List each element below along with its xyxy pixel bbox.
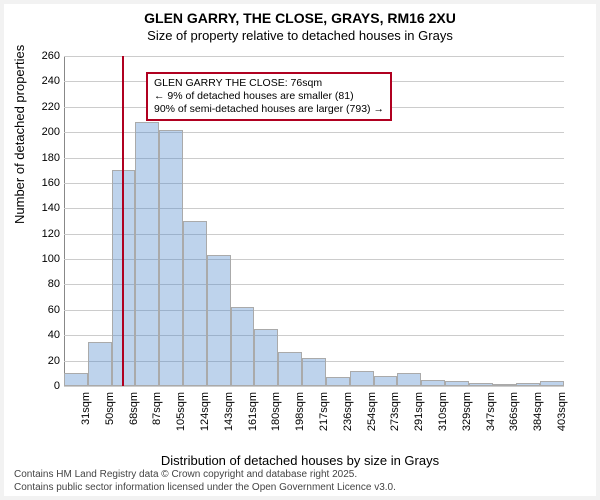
x-tick-label: 236sqm: [342, 392, 354, 452]
histogram-bar: [183, 221, 207, 386]
x-tick-label: 143sqm: [223, 392, 235, 452]
histogram-bar: [350, 371, 374, 386]
histogram-bar: [231, 307, 255, 386]
x-tick-label: 403sqm: [556, 392, 568, 452]
x-tick-label: 198sqm: [294, 392, 306, 452]
y-axis: [64, 56, 65, 386]
x-tick-label: 161sqm: [247, 392, 259, 452]
y-tick-label: 20: [30, 355, 60, 367]
x-tick-label: 105sqm: [175, 392, 187, 452]
histogram-bar: [445, 381, 469, 386]
x-tick-label: 310sqm: [437, 392, 449, 452]
y-tick-label: 120: [30, 228, 60, 240]
x-tick-label: 273sqm: [389, 392, 401, 452]
y-tick-label: 60: [30, 304, 60, 316]
y-tick-label: 40: [30, 329, 60, 341]
x-tick-label: 124sqm: [199, 392, 211, 452]
histogram-bar: [88, 342, 112, 386]
y-tick-label: 160: [30, 177, 60, 189]
histogram-bar: [493, 384, 517, 386]
footer-line-2: Contains public sector information licen…: [14, 482, 396, 495]
annotation-line: GLEN GARRY THE CLOSE: 76sqm: [154, 77, 384, 90]
footer-line-1: Contains HM Land Registry data © Crown c…: [14, 469, 396, 482]
histogram-bar: [540, 381, 564, 386]
histogram-bar: [397, 373, 421, 386]
plot-area: 02040608010012014016018020022024026031sq…: [64, 56, 564, 386]
histogram-bar: [302, 358, 326, 386]
x-tick-label: 217sqm: [318, 392, 330, 452]
y-axis-label: Number of detached properties: [12, 45, 27, 224]
annotation-line: ← 9% of detached houses are smaller (81): [154, 90, 384, 103]
histogram-bar: [374, 376, 398, 386]
histogram-bar: [421, 380, 445, 386]
chart-container: GLEN GARRY, THE CLOSE, GRAYS, RM16 2XU S…: [0, 0, 600, 500]
y-tick-label: 260: [30, 50, 60, 62]
chart-title: GLEN GARRY, THE CLOSE, GRAYS, RM16 2XU: [4, 4, 596, 26]
x-tick-label: 87sqm: [151, 392, 163, 452]
x-tick-label: 329sqm: [461, 392, 473, 452]
x-tick-label: 366sqm: [508, 392, 520, 452]
y-tick-label: 100: [30, 253, 60, 265]
histogram-bar: [469, 383, 493, 386]
histogram-bar: [254, 329, 278, 386]
grid-line: [64, 56, 564, 57]
histogram-bar: [207, 255, 231, 386]
y-tick-label: 80: [30, 278, 60, 290]
y-tick-label: 220: [30, 101, 60, 113]
histogram-bar: [278, 352, 302, 386]
y-tick-label: 200: [30, 126, 60, 138]
marker-line: [122, 56, 124, 386]
histogram-bar: [516, 383, 540, 386]
x-tick-label: 384sqm: [532, 392, 544, 452]
annotation-box: GLEN GARRY THE CLOSE: 76sqm← 9% of detac…: [146, 72, 392, 121]
chart-subtitle: Size of property relative to detached ho…: [4, 28, 596, 43]
grid-line: [64, 386, 564, 387]
histogram-bar: [159, 130, 183, 386]
x-tick-label: 180sqm: [270, 392, 282, 452]
y-tick-label: 180: [30, 152, 60, 164]
x-tick-label: 347sqm: [485, 392, 497, 452]
x-tick-label: 31sqm: [80, 392, 92, 452]
footer-attribution: Contains HM Land Registry data © Crown c…: [14, 469, 396, 494]
x-tick-label: 50sqm: [104, 392, 116, 452]
annotation-line: 90% of semi-detached houses are larger (…: [154, 103, 384, 116]
x-tick-label: 291sqm: [413, 392, 425, 452]
histogram-bar: [64, 373, 88, 386]
x-tick-label: 254sqm: [366, 392, 378, 452]
y-tick-label: 0: [30, 380, 60, 392]
y-tick-label: 140: [30, 202, 60, 214]
x-axis-label: Distribution of detached houses by size …: [4, 453, 596, 468]
x-tick-label: 68sqm: [128, 392, 140, 452]
histogram-bar: [326, 377, 350, 386]
chart-inner: GLEN GARRY, THE CLOSE, GRAYS, RM16 2XU S…: [4, 4, 596, 496]
y-tick-label: 240: [30, 75, 60, 87]
histogram-bar: [135, 122, 159, 386]
